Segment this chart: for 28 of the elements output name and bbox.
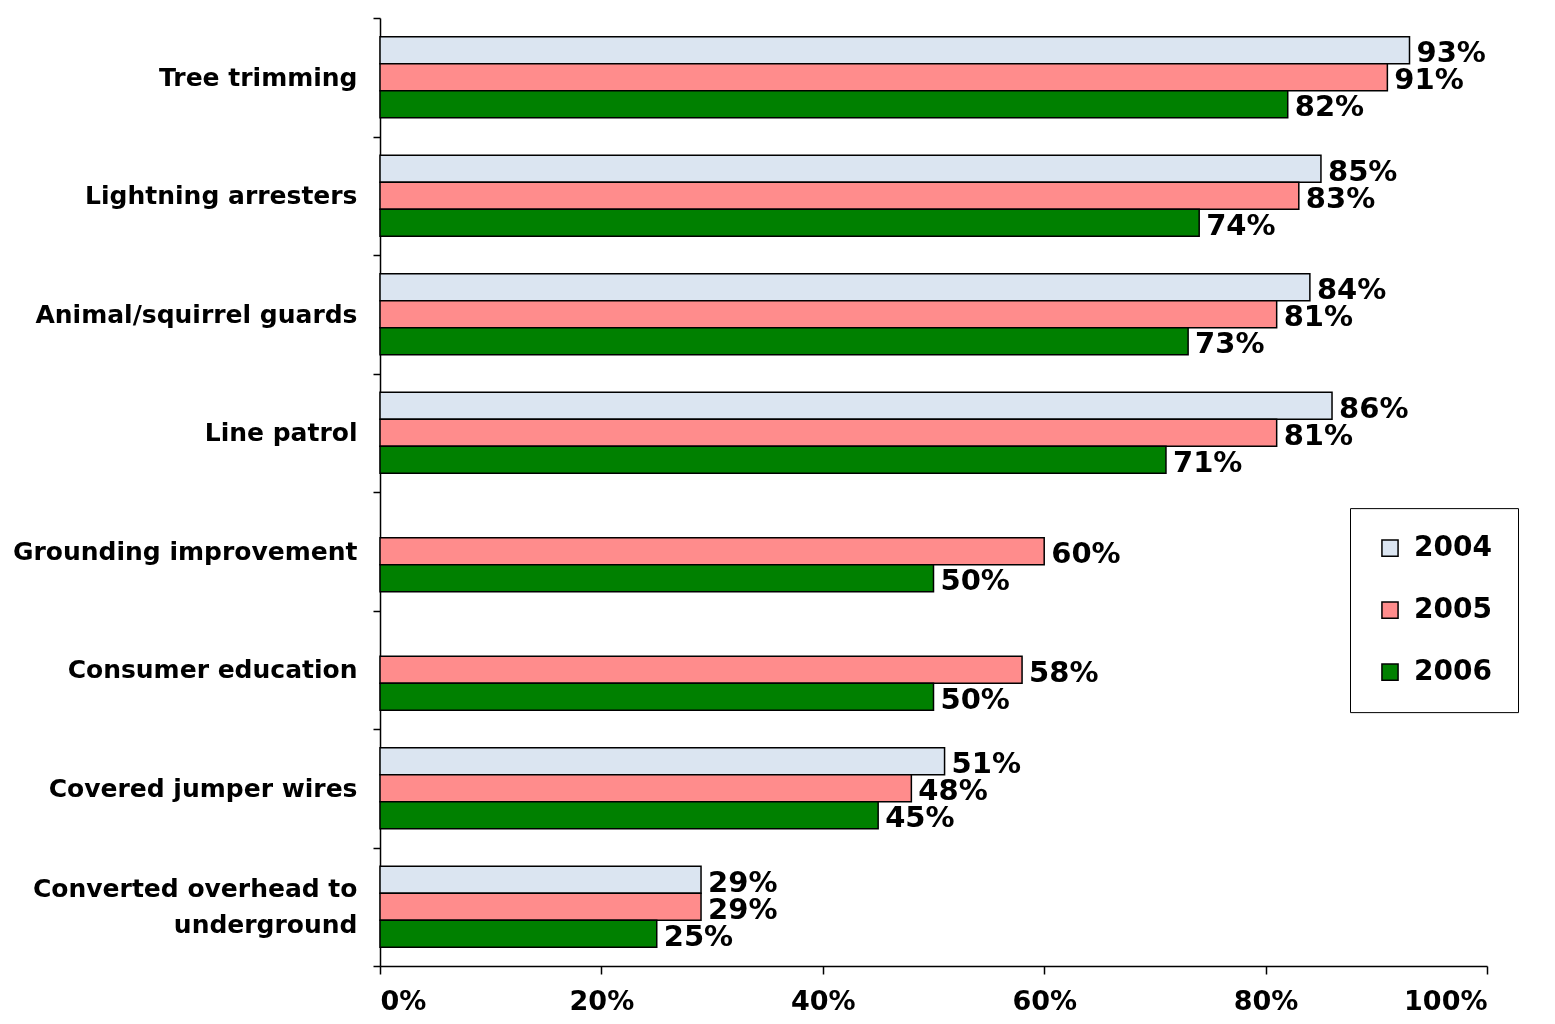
data-label: 45% [885,800,955,835]
y-tick-label: Consumer education [67,655,358,685]
data-label: 74% [1206,207,1276,242]
legend-label: 2004 [1414,530,1492,564]
x-tick-label: 80% [1233,984,1299,1016]
y-tick-label: Animal/squirrel guards [35,299,358,329]
data-label: 50% [940,563,1010,598]
y-tick-label: Line patrol [204,418,358,448]
data-label: 60% [1051,536,1121,571]
y-tick-label: Tree trimming [159,62,358,92]
x-tick-label: 20% [569,984,635,1016]
legend-label: 2006 [1414,654,1492,688]
data-label: 81% [1283,299,1354,334]
x-tick-label: 60% [1012,984,1078,1016]
data-label: 91% [1394,62,1464,97]
y-tick-label: Converted overhead to underground [32,874,358,940]
y-tick-label: Covered jumper wires [48,773,358,803]
data-label: 71% [1172,444,1243,479]
data-label: 82% [1294,89,1365,124]
y-tick-label: Lightning arresters [85,181,358,211]
data-label: 58% [1029,654,1099,689]
x-tick-label: 40% [790,984,856,1016]
legend-label: 2005 [1414,592,1492,626]
y-tick-label: Grounding improvement [12,536,358,566]
x-tick-label: 0% [380,984,427,1016]
x-tick-label: 100% [1404,984,1488,1016]
data-label: 50% [940,681,1010,716]
data-label: 73% [1195,326,1265,361]
